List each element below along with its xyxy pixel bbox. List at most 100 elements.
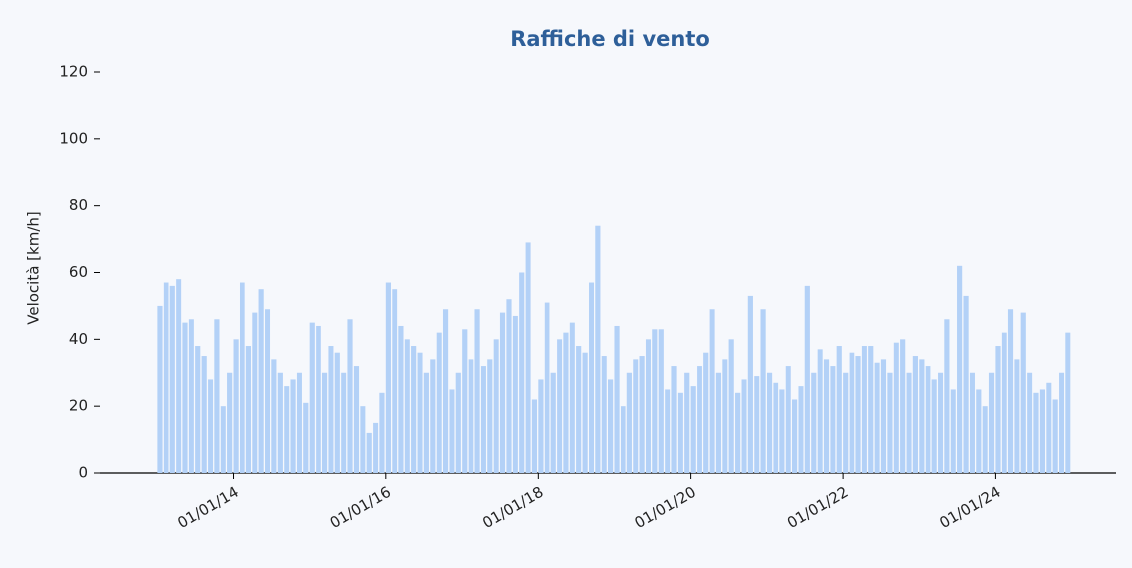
bar [557,339,563,473]
bar [792,399,798,473]
bar [957,265,963,473]
bar [938,372,944,473]
bar [658,329,664,473]
bar [633,359,639,473]
bar [645,339,651,473]
bar [785,366,791,473]
bar [976,389,982,473]
bar [1059,372,1065,473]
bar [906,372,912,473]
bar [722,359,728,473]
bar [430,359,436,473]
bar [747,295,753,473]
bar [290,379,296,473]
bar [449,389,455,473]
bar [912,356,918,473]
bar [1007,309,1014,473]
bar [525,242,531,473]
bar [398,325,404,473]
bar [639,356,645,473]
bar [715,372,722,473]
bar [608,379,614,473]
bar [963,295,969,473]
bar [455,372,461,473]
bar [741,379,747,473]
bar [709,309,715,473]
bar [208,379,214,473]
bar [271,359,277,473]
bar [360,406,366,473]
bar [569,322,575,473]
bar [321,372,328,473]
chart-title: Raffiche di vento [510,27,710,51]
y-tick-label: 60 [69,263,88,281]
bar [373,422,379,473]
bar [817,349,823,473]
bar [652,329,658,473]
bar [887,372,893,473]
bar [671,366,677,473]
bar [188,319,194,473]
bar [563,332,569,473]
bar [531,399,538,473]
bar [760,309,766,473]
bar [804,285,810,473]
bar [233,339,239,473]
bar [512,315,518,473]
bar [982,406,988,473]
bar [728,339,734,473]
bar [506,299,512,473]
bar [163,282,169,473]
bar [366,432,372,473]
bar [442,309,449,473]
bar [582,352,588,473]
bar [1052,399,1058,473]
bar [519,272,525,473]
bar [773,382,779,473]
bar [487,359,493,473]
bar [316,325,321,473]
bar [176,279,182,473]
bar [195,346,201,473]
bar [684,372,690,473]
bar [182,322,188,473]
bar [258,289,264,473]
bar [589,282,595,473]
bar [595,225,601,473]
bar [823,359,830,473]
bar [697,366,702,473]
bar [855,356,861,473]
bar [868,346,874,473]
y-tick-label: 80 [69,196,88,214]
bar [766,372,773,473]
bar [544,302,550,473]
bar [227,372,233,473]
bar [341,372,347,473]
bar [836,346,842,473]
bar [677,392,683,473]
bar [538,379,544,473]
bar [690,386,696,473]
bar [220,406,226,473]
bar [252,312,258,473]
bar [480,366,486,473]
bar [843,372,849,473]
bar [265,309,271,473]
bar [900,339,906,473]
bar [995,346,1001,473]
bar [284,386,290,473]
bar [950,389,956,473]
bar [779,389,785,473]
bar [309,322,315,473]
bar [201,356,207,473]
bar [703,352,709,473]
bar [931,379,937,473]
bar [1020,312,1026,473]
bar [462,329,468,473]
bar [874,362,880,473]
bar [169,285,175,473]
bar [1046,382,1052,473]
bar [1014,359,1020,473]
bar [493,339,499,473]
